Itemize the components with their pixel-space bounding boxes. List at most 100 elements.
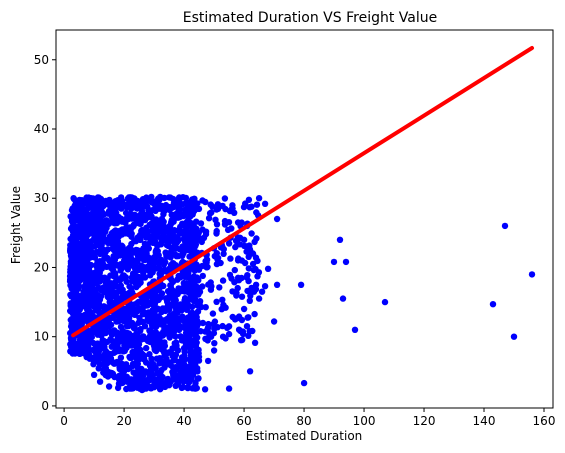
data-point xyxy=(225,219,233,226)
data-point xyxy=(251,339,259,346)
data-point xyxy=(121,315,129,322)
data-point xyxy=(188,365,195,372)
data-point xyxy=(80,288,87,295)
data-point xyxy=(172,333,179,340)
data-point xyxy=(197,220,205,227)
data-point xyxy=(240,236,248,243)
data-point xyxy=(243,243,250,250)
data-point xyxy=(171,340,178,347)
data-point xyxy=(165,382,173,389)
data-point xyxy=(176,203,183,210)
data-point xyxy=(200,234,208,241)
data-point xyxy=(90,339,97,347)
y-tick-label: 40 xyxy=(34,122,49,136)
data-point xyxy=(232,243,239,251)
data-point xyxy=(111,256,119,263)
data-point xyxy=(115,217,123,225)
data-point xyxy=(210,347,218,354)
data-point xyxy=(253,235,260,242)
data-point xyxy=(115,318,122,325)
data-point xyxy=(128,230,135,237)
data-point xyxy=(245,265,252,272)
data-point xyxy=(238,293,246,300)
data-point xyxy=(122,201,129,209)
data-point xyxy=(246,297,253,304)
data-point xyxy=(191,226,198,234)
data-point xyxy=(528,271,536,278)
data-point xyxy=(189,275,196,282)
data-point xyxy=(167,281,174,289)
data-point xyxy=(339,295,347,302)
x-tick-label: 60 xyxy=(236,414,251,428)
data-point xyxy=(165,223,172,231)
data-point xyxy=(125,319,132,327)
data-point xyxy=(137,346,144,354)
data-point xyxy=(128,285,135,292)
data-point xyxy=(74,275,82,282)
data-point xyxy=(95,308,103,316)
data-point xyxy=(104,357,111,364)
data-point xyxy=(336,236,344,243)
data-point xyxy=(117,323,125,331)
y-tick-label: 30 xyxy=(34,191,49,205)
x-tick-label: 80 xyxy=(296,414,311,428)
data-point xyxy=(87,195,95,202)
data-point xyxy=(85,283,92,290)
data-point xyxy=(174,211,181,219)
data-point xyxy=(253,201,261,208)
data-point xyxy=(116,376,123,383)
data-point xyxy=(170,260,177,267)
data-point xyxy=(126,255,133,263)
data-point xyxy=(199,272,206,280)
data-point xyxy=(152,338,159,345)
data-point xyxy=(330,258,338,266)
data-point xyxy=(75,257,83,264)
data-point xyxy=(96,221,103,228)
data-point xyxy=(145,245,152,252)
data-point xyxy=(137,327,144,334)
data-point xyxy=(104,239,112,247)
data-point xyxy=(202,304,209,311)
data-point xyxy=(342,258,350,266)
data-point xyxy=(258,288,266,295)
data-point xyxy=(195,301,202,308)
data-point xyxy=(94,212,101,220)
data-point xyxy=(199,319,207,327)
data-point xyxy=(147,332,154,340)
data-point xyxy=(172,325,179,332)
data-point xyxy=(191,195,198,202)
data-point xyxy=(104,338,111,346)
data-point xyxy=(184,232,191,239)
data-point xyxy=(154,248,161,255)
data-point xyxy=(168,247,175,254)
data-point xyxy=(70,335,77,342)
data-point xyxy=(104,201,112,208)
data-point xyxy=(191,247,198,254)
data-point xyxy=(85,231,92,238)
data-point xyxy=(510,333,518,340)
data-point xyxy=(101,366,108,373)
data-point xyxy=(154,305,161,312)
data-point xyxy=(126,385,134,392)
data-point xyxy=(205,320,212,328)
data-point xyxy=(143,344,150,352)
data-point xyxy=(176,194,183,201)
data-point xyxy=(108,331,116,338)
data-point xyxy=(211,340,218,347)
data-point xyxy=(135,273,143,281)
data-point xyxy=(183,246,191,254)
data-point xyxy=(133,376,140,383)
data-point xyxy=(173,305,180,312)
data-point xyxy=(149,262,156,269)
data-point xyxy=(180,375,188,382)
data-point xyxy=(194,347,202,355)
data-point xyxy=(159,319,166,326)
chart-title: Estimated Duration VS Freight Value xyxy=(183,10,437,26)
data-point xyxy=(170,370,177,377)
data-point xyxy=(188,351,196,359)
data-point xyxy=(178,286,186,293)
data-point xyxy=(122,230,129,237)
data-point xyxy=(244,272,251,279)
data-point xyxy=(67,213,74,220)
data-point xyxy=(96,378,104,385)
